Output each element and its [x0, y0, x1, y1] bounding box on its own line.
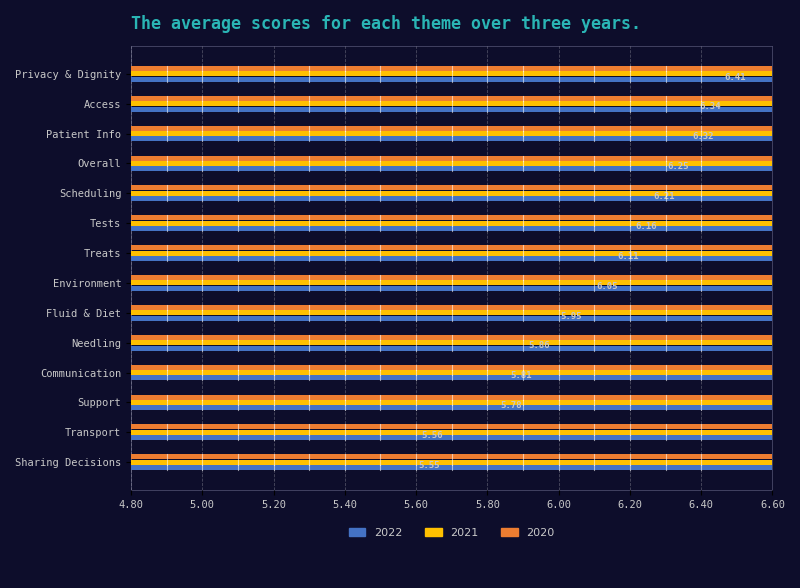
Text: 5.95: 5.95	[561, 312, 582, 320]
Text: The average scores for each theme over three years.: The average scores for each theme over t…	[131, 15, 641, 33]
Bar	[131, 245, 800, 250]
Text: 6.05: 6.05	[596, 282, 618, 290]
Bar	[131, 161, 800, 166]
Bar	[131, 395, 800, 400]
Bar	[131, 465, 800, 470]
Bar	[131, 455, 800, 459]
Text: 5.78: 5.78	[500, 401, 522, 410]
Text: 5.86: 5.86	[528, 342, 550, 350]
Bar	[131, 76, 800, 82]
Legend: 2022, 2021, 2020: 2022, 2021, 2020	[344, 523, 559, 543]
Text: 6.25: 6.25	[667, 162, 689, 171]
Bar	[131, 71, 800, 76]
Bar	[131, 375, 800, 380]
Bar	[131, 215, 800, 220]
Bar	[131, 250, 800, 256]
Text: 6.16: 6.16	[635, 222, 657, 231]
Text: 6.41: 6.41	[724, 72, 746, 82]
Bar	[131, 286, 800, 291]
Text: 5.56: 5.56	[422, 431, 443, 440]
Bar	[131, 136, 800, 142]
Bar	[131, 196, 800, 201]
Bar	[131, 185, 800, 191]
Bar	[131, 405, 800, 410]
Bar	[131, 316, 800, 320]
Bar	[131, 280, 800, 285]
Bar	[131, 96, 800, 101]
Text: 6.11: 6.11	[618, 252, 639, 260]
Bar	[131, 126, 800, 131]
Bar	[131, 101, 800, 106]
Bar	[131, 305, 800, 310]
Bar	[131, 365, 800, 370]
Bar	[131, 275, 800, 280]
Bar	[131, 340, 800, 345]
Bar	[131, 346, 800, 350]
Bar	[131, 430, 800, 435]
Bar	[131, 166, 800, 171]
Bar	[131, 256, 800, 261]
Bar	[131, 226, 800, 231]
Bar	[131, 131, 800, 136]
Bar	[131, 425, 800, 429]
Text: 5.55: 5.55	[418, 461, 439, 470]
Bar	[131, 191, 800, 196]
Bar	[131, 435, 800, 440]
Bar	[131, 106, 800, 112]
Bar	[131, 335, 800, 340]
Bar	[131, 370, 800, 375]
Bar	[131, 460, 800, 465]
Bar	[131, 220, 800, 226]
Text: 6.34: 6.34	[699, 102, 721, 111]
Bar	[131, 155, 800, 161]
Bar	[131, 400, 800, 405]
Text: 6.32: 6.32	[692, 132, 714, 141]
Text: 5.81: 5.81	[510, 371, 532, 380]
Text: 6.21: 6.21	[653, 192, 674, 201]
Bar	[131, 66, 800, 71]
Bar	[131, 310, 800, 315]
